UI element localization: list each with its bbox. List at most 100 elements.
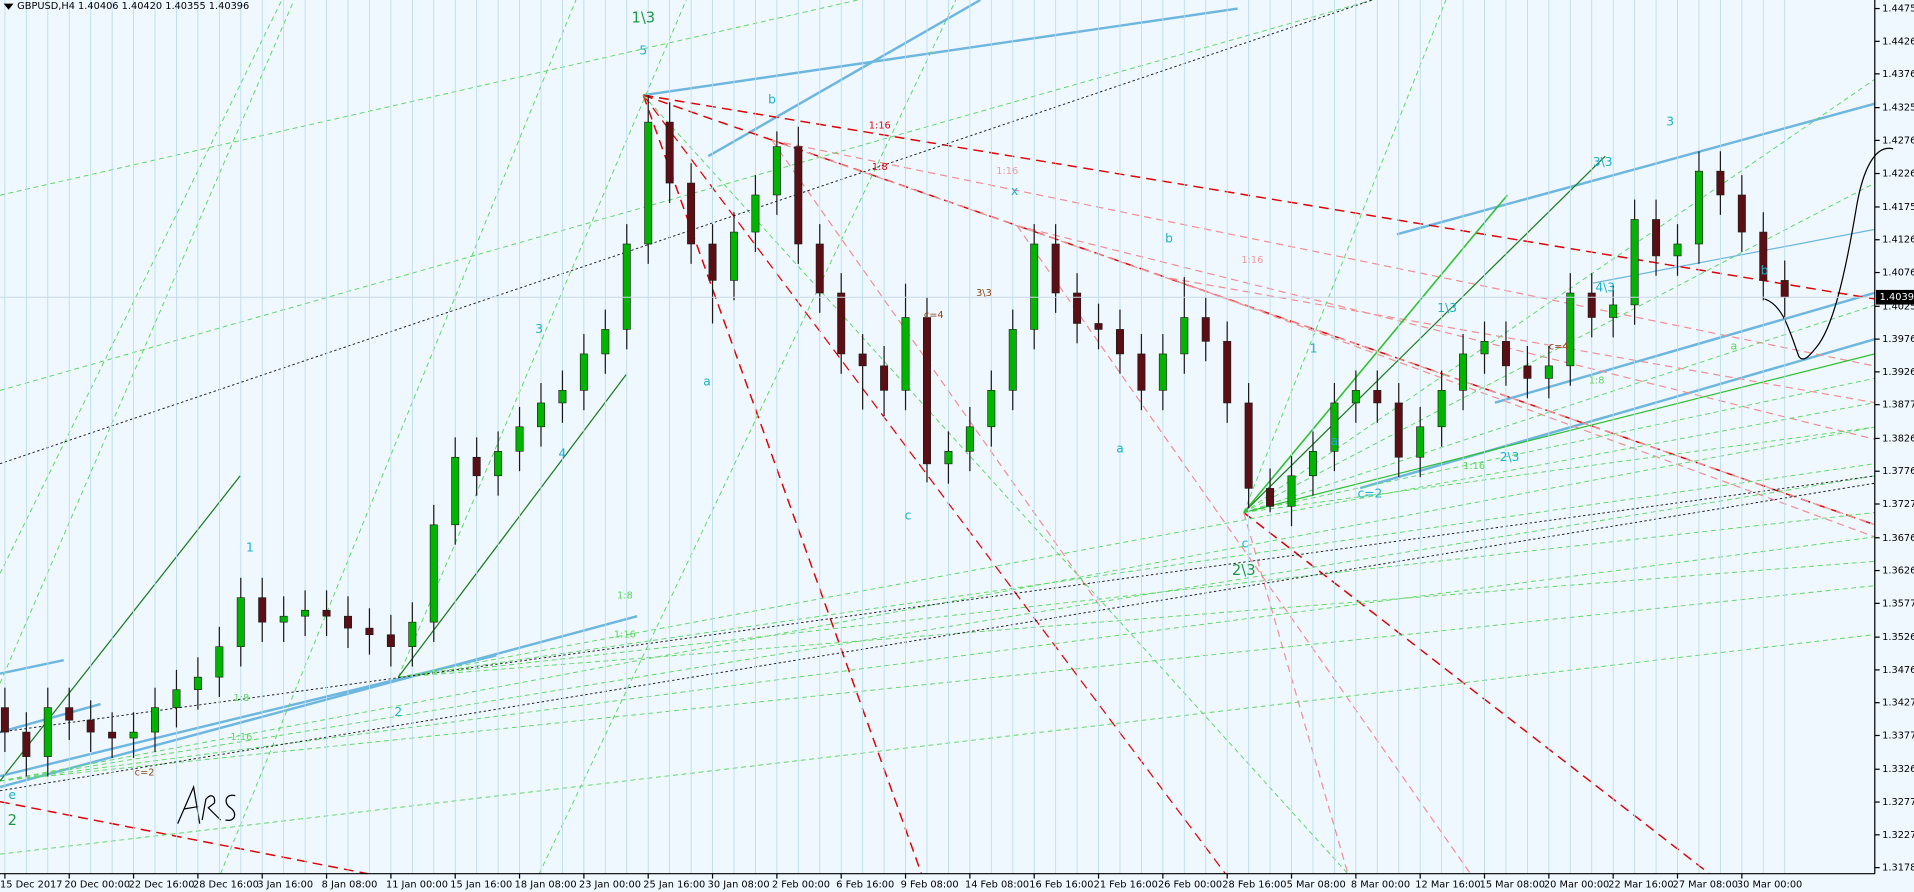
candle-body: [1115, 329, 1124, 355]
wave-label: 3: [1666, 115, 1674, 129]
candle-body: [815, 243, 824, 294]
trend-line: [1243, 0, 1447, 513]
trend-line: [220, 0, 577, 874]
x-tick-label: 22 Mar 16:00: [1608, 880, 1673, 891]
wave-label: 1:16: [996, 166, 1018, 177]
y-tick-label: 1.44260: [1882, 36, 1914, 47]
trend-line: [1494, 291, 1876, 404]
wave-label: 1:16: [1241, 255, 1263, 266]
candle-body: [1287, 475, 1296, 507]
wave-label: 1:8: [872, 162, 888, 173]
y-tick-label: 1.40259: [1882, 301, 1914, 312]
y-tick-label: 1.43259: [1882, 103, 1914, 114]
x-tick-label: 8 Mar 00:00: [1351, 880, 1410, 891]
trend-line: [1169, 277, 1876, 538]
trend-line: [1016, 225, 1875, 440]
x-tick-label: 9 Feb 08:00: [901, 880, 959, 891]
y-tick-label: 1.34274: [1882, 698, 1914, 709]
candle-body: [965, 426, 974, 452]
candle-body: [494, 450, 503, 477]
trend-line: [0, 800, 368, 875]
candle-body: [1416, 426, 1425, 458]
trend-line: [643, 94, 1876, 526]
candle-body: [172, 689, 181, 708]
trend-line: [642, 94, 1349, 875]
wave-label: x: [1011, 184, 1018, 198]
y-tick-label: 1.41264: [1882, 235, 1914, 246]
candle-body: [708, 243, 717, 281]
overlay: 1.40396 1\3 5 b x b 3 b a c a c 2\3 1 2 2 e 3 4 1 a c=2 1\3 3\3…: [0, 9, 1914, 829]
y-tick-label: 1.44755: [1882, 4, 1914, 15]
trend-line: [398, 512, 1875, 678]
signature: [177, 784, 236, 824]
candle-body: [0, 707, 9, 733]
trend-line: [642, 94, 1226, 875]
candle-body: [1694, 170, 1703, 245]
candle-body: [1394, 402, 1403, 458]
trend-line: [0, 475, 1875, 733]
wave-label: 1: [246, 540, 254, 554]
trend-line: [0, 0, 295, 684]
x-tick-label: 22 Dec 16:00: [129, 880, 195, 891]
candles: [0, 94, 1789, 777]
x-tick-label: 18 Jan 08:00: [515, 880, 577, 891]
x-tick-label: 25 Jan 16:00: [643, 880, 705, 891]
candle-body: [1437, 390, 1446, 428]
forecast-path: [1764, 147, 1894, 360]
wave-label: 5: [639, 44, 647, 58]
candle-body: [1137, 353, 1146, 391]
y-tick-label: 1.32279: [1882, 830, 1914, 841]
trend-line: [1243, 377, 1875, 513]
x-tick-label: 2 Feb 00:00: [772, 880, 830, 891]
trend-line: [1243, 353, 1875, 514]
candle-body: [1544, 365, 1553, 379]
candle-body: [322, 609, 331, 617]
wave-label: 2: [8, 812, 17, 829]
trend-line: [771, 139, 1875, 367]
candle-body: [901, 317, 910, 391]
candle-body: [258, 597, 267, 623]
x-tick-label: 3 Jan 16:00: [257, 880, 313, 891]
trend-line: [538, 0, 957, 874]
wave-label: a: [703, 374, 711, 388]
y-tick-label: 1.33269: [1882, 764, 1914, 775]
candle-body: [1223, 341, 1232, 404]
candle-body: [987, 390, 996, 428]
menu-arrow[interactable]: [3, 3, 14, 10]
x-tick-label: 15 Mar 08:00: [1480, 880, 1545, 891]
candle-body: [86, 719, 95, 733]
wave-label: e: [8, 788, 16, 802]
trend-line: [707, 0, 981, 158]
trend-line: [643, 94, 1875, 300]
last-price-box: [1876, 289, 1914, 305]
wave-label: 3\3: [1593, 155, 1613, 169]
y-tick-label: 1.42264: [1882, 169, 1914, 180]
y-tick-label: 1.36764: [1882, 533, 1914, 544]
last-price-label: 1.40396: [1880, 292, 1914, 303]
candle-body: [472, 456, 481, 477]
candle-body: [751, 194, 760, 233]
trend-line: [397, 374, 627, 678]
candle-body: [1609, 304, 1618, 318]
wave-label: 1:16: [230, 732, 252, 743]
candle-body: [1051, 243, 1060, 294]
candle-body: [1373, 390, 1382, 404]
candle-body: [1459, 353, 1468, 391]
trend-line: [0, 475, 241, 782]
x-tick-label: 14 Feb 08:00: [965, 880, 1029, 891]
candle-body: [129, 731, 138, 739]
wave-label: 1:16: [1463, 461, 1485, 472]
y-tick-label: 1.43769: [1882, 69, 1914, 80]
wave-label: a: [1116, 442, 1124, 456]
x-tick-label: 16 Feb 16:00: [1029, 880, 1093, 891]
wave-label: 2\3: [1232, 562, 1256, 579]
y-tick-label: 1.38774: [1882, 400, 1914, 411]
y-tick-label: 1.34769: [1882, 665, 1914, 676]
trend-line: [0, 536, 1875, 782]
y-tick-label: 1.37769: [1882, 466, 1914, 477]
wave-label: 1:16: [869, 121, 891, 132]
candle-body: [1008, 329, 1017, 391]
candle-body: [1587, 292, 1596, 318]
y-tick-label: 1.35774: [1882, 598, 1914, 609]
candle-body: [794, 146, 803, 245]
